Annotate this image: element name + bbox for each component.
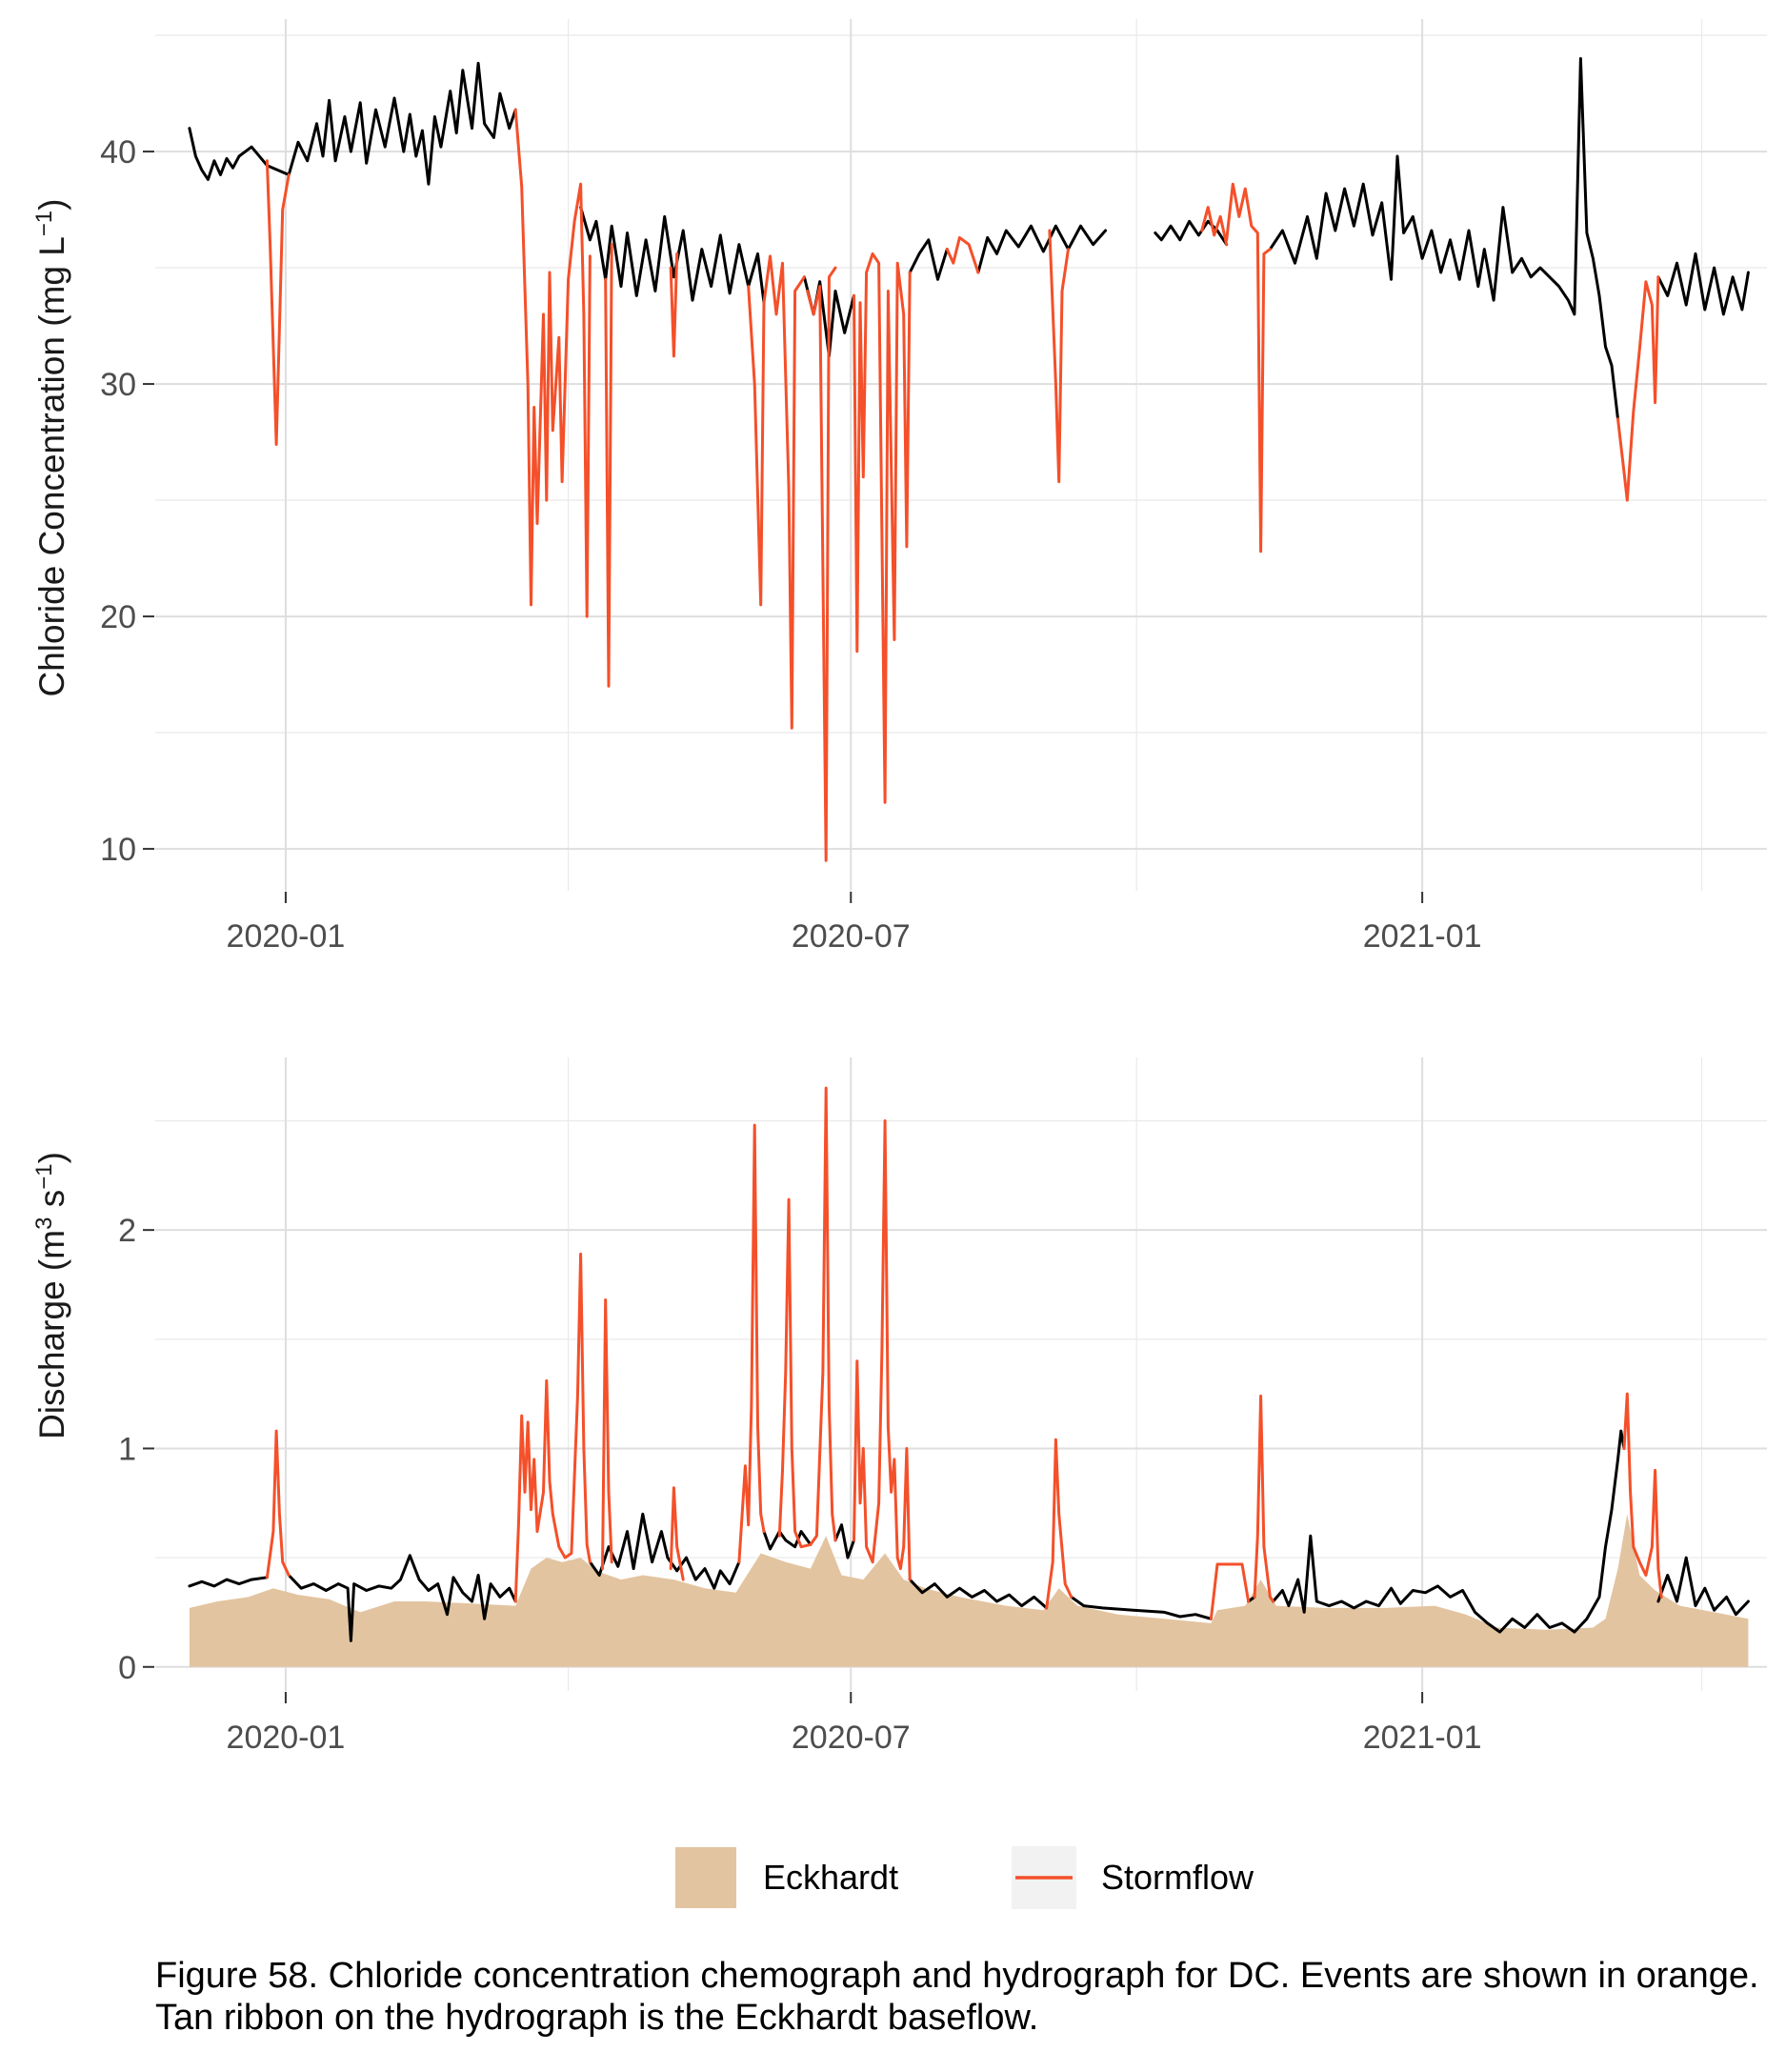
hydrograph-stormflow-line [265,1429,291,1579]
hydrograph-x-tick-label: 2020-07 [792,1720,911,1756]
hydrograph-baseflow-line [833,1523,855,1559]
chemograph-stormflow-line [669,251,679,358]
chemograph-panel: 10 20 30 40 2020-01 2020-07 2021-01 Chloride … [31,19,1767,955]
legend: Eckhardt Stormflow [673,1845,1254,1910]
hydrograph-series [188,1086,1750,1667]
chemograph-stormflow-line [513,108,592,618]
chemograph-y-tick-label: 40 [100,134,136,171]
chemograph-stormflow-line [945,235,980,274]
hydrograph-stormflow-line [1209,1562,1251,1620]
legend-item-eckhardt: Eckhardt [673,1845,898,1910]
chemograph-stormflow-line [1616,275,1660,502]
hydrograph-grid [155,1057,1767,1691]
chemograph-x-tick-label: 2021-01 [1363,918,1482,955]
chemograph-stormflow-line [853,251,912,804]
chemograph-baseflow-line [976,224,1108,274]
hydrograph-stormflow-line [513,1252,592,1603]
hydrograph-baseflow-line [1070,1595,1213,1620]
hydrograph-stormflow-line [669,1486,685,1581]
hydrograph-baseflow-line [908,1578,1049,1610]
hydrograph-x-tick-label: 2021-01 [1363,1720,1482,1756]
hydrograph-baseflow-line [588,1512,741,1590]
legend-label-stormflow: Stormflow [1101,1858,1254,1897]
hydrograph-y-tick-label: 0 [118,1650,136,1686]
hydrograph-y-ticks: 0 1 2 [118,1213,154,1686]
chemograph-x-tick-label: 2020-07 [792,918,911,955]
chemograph-stormflow-line [747,254,806,730]
hydrograph-baseflow-line [188,1576,269,1588]
chemograph-y-ticks: 10 20 30 40 [100,134,154,868]
chemograph-baseflow-line [579,206,766,305]
chemograph-baseflow-line [188,61,517,186]
hydrograph-baseflow-line [1656,1556,1750,1617]
eckhardt-baseflow-ribbon [189,1514,1749,1667]
chemograph-y-tick-label: 20 [100,599,136,635]
hydrograph-stormflow-line [601,1298,613,1571]
hydrograph-stormflow-line [1622,1392,1663,1599]
legend-item-stormflow: Stormflow [1012,1846,1254,1909]
chemograph-grid [155,19,1767,891]
hydrograph-x-ticks: 2020-01 2020-07 2021-01 [227,1692,1482,1756]
chemograph-stormflow-line [806,266,837,862]
figure-caption: Figure 58. Chloride concentration chemog… [155,1956,1759,2038]
hydrograph-stormflow-line [1253,1394,1275,1603]
chemograph-baseflow-line [1268,57,1619,421]
hydrograph-y-axis-label: Discharge (m3 s−1) [31,1152,72,1439]
hydrograph-baseflow-line [1272,1429,1626,1634]
hydrograph-y-tick-label: 2 [118,1213,136,1249]
hydrograph-y-tick-label: 1 [118,1431,136,1467]
chemograph-x-tick-label: 2020-01 [227,918,346,955]
hydrograph-stormflow-line [853,1119,912,1581]
hydrograph-stormflow-line [809,1086,837,1546]
hydrograph-stormflow-line [1045,1438,1074,1610]
legend-key-eckhardt [673,1845,738,1910]
legend-label-eckhardt: Eckhardt [763,1858,898,1897]
chemograph-y-tick-label: 30 [100,367,136,403]
chemograph-stormflow-line [604,243,613,688]
hydrograph-baseflow-line [287,1554,517,1642]
chemograph-baseflow-line [1154,219,1229,247]
chemograph-stormflow-line [265,159,291,446]
chemograph-x-ticks: 2020-01 2020-07 2021-01 [227,892,1482,955]
hydrograph-panel: 0 1 2 2020-01 2020-07 2021-01 Discharge (m3 … [31,1057,1767,1756]
chemograph-stormflow-line [1200,206,1229,247]
chemograph-y-axis-label: Chloride Concentration (mg L−1) [31,199,72,697]
chemograph-stormflow-line [1225,182,1272,553]
hydrograph-stormflow-line [777,1197,813,1549]
chemograph-y-tick-label: 10 [100,832,136,868]
hydrograph-x-tick-label: 2020-01 [227,1720,346,1756]
chemograph-lines [188,57,1750,862]
chemograph-baseflow-line [1656,251,1750,316]
hydrograph-baseflow-line [762,1530,813,1551]
chemograph-stormflow-line [1048,229,1070,484]
chemograph-baseflow-line [908,238,949,281]
hydrograph-stormflow-line [737,1123,766,1564]
